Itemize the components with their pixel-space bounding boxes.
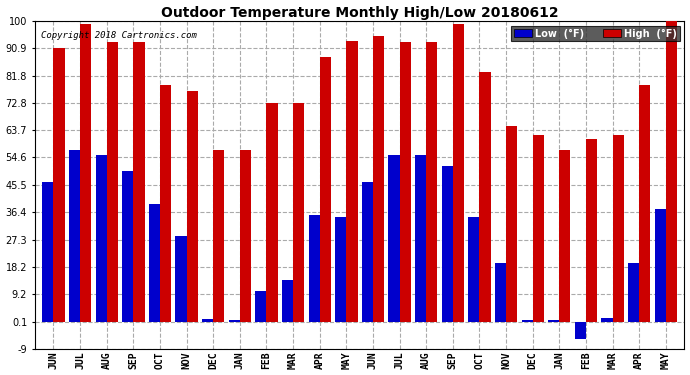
Bar bbox=[107, 42, 118, 322]
Bar bbox=[575, 322, 586, 339]
Bar bbox=[426, 42, 437, 322]
Bar bbox=[42, 182, 53, 322]
Bar bbox=[255, 291, 266, 322]
Bar bbox=[202, 319, 213, 322]
Title: Outdoor Temperature Monthly High/Low 20180612: Outdoor Temperature Monthly High/Low 201… bbox=[161, 6, 558, 20]
Bar bbox=[533, 135, 544, 322]
Bar bbox=[469, 216, 480, 322]
Bar bbox=[442, 166, 453, 322]
Text: Copyright 2018 Cartronics.com: Copyright 2018 Cartronics.com bbox=[41, 31, 197, 40]
Bar bbox=[133, 42, 144, 322]
Bar bbox=[495, 264, 506, 322]
Bar bbox=[548, 320, 560, 322]
Bar bbox=[388, 155, 400, 322]
Bar bbox=[228, 320, 240, 322]
Bar bbox=[602, 318, 613, 322]
Bar bbox=[53, 48, 65, 322]
Bar bbox=[586, 139, 597, 322]
Bar bbox=[560, 150, 571, 322]
Legend: Low  (°F), High  (°F): Low (°F), High (°F) bbox=[511, 26, 680, 42]
Bar bbox=[266, 103, 277, 322]
Bar bbox=[335, 216, 346, 322]
Bar bbox=[506, 126, 518, 322]
Bar bbox=[175, 236, 186, 322]
Bar bbox=[400, 42, 411, 322]
Bar bbox=[149, 204, 160, 322]
Bar bbox=[628, 264, 639, 322]
Bar bbox=[655, 209, 666, 322]
Bar bbox=[186, 91, 198, 322]
Bar bbox=[522, 320, 533, 322]
Bar bbox=[240, 150, 251, 322]
Bar bbox=[213, 150, 224, 322]
Bar bbox=[666, 21, 677, 322]
Bar bbox=[453, 24, 464, 322]
Bar bbox=[613, 135, 624, 322]
Bar bbox=[160, 85, 171, 322]
Bar bbox=[308, 215, 319, 322]
Bar bbox=[415, 155, 426, 322]
Bar bbox=[80, 24, 91, 322]
Bar bbox=[480, 72, 491, 322]
Bar bbox=[282, 280, 293, 322]
Bar bbox=[319, 57, 331, 322]
Bar bbox=[346, 41, 357, 322]
Bar bbox=[95, 155, 107, 322]
Bar bbox=[69, 150, 80, 322]
Bar bbox=[362, 182, 373, 322]
Bar bbox=[293, 103, 304, 322]
Bar bbox=[122, 171, 133, 322]
Bar bbox=[639, 85, 651, 322]
Bar bbox=[373, 36, 384, 322]
